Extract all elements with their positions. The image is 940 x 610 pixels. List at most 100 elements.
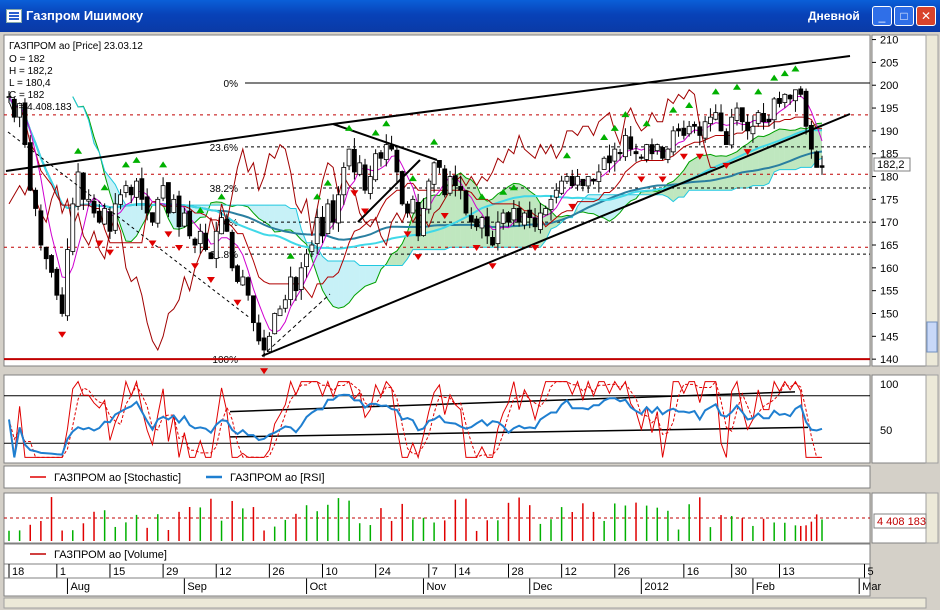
ichimoku-cloud-segment [317,247,323,291]
price-axis-label: 150 [880,308,898,320]
candle-body [266,335,272,353]
candle-body [128,186,134,196]
candle-body [607,155,612,164]
candle-body [49,255,54,273]
chart-app-icon [6,9,22,23]
fractal-down-arrow [658,176,667,183]
fractal-up-arrow [509,184,518,191]
candle-body [569,175,575,187]
price-scroll-thumb[interactable] [926,321,938,353]
fractal-down-arrow [403,231,412,238]
fractal-down-arrow [105,249,114,256]
candle-body [367,176,373,194]
ichimoku-cloud-segment [609,194,615,222]
ichimoku-cloud-segment [264,205,270,226]
candle-body [389,144,394,150]
ohlc-high: H = 182,2 [9,66,53,77]
candle-body [665,148,671,160]
candle-body [330,200,336,223]
candle-body [134,180,139,198]
candle-body [107,211,113,232]
fractal-up-arrow [754,88,763,95]
fractal-down-arrow [488,263,497,270]
price-axis-label: 195 [880,103,898,115]
ichimoku-cloud-segment [131,205,137,242]
ichimoku-cloud-segment [253,205,259,219]
candle-body [415,201,421,237]
candle-body [771,98,777,121]
ichimoku-cloud-segment [710,154,716,191]
fractal-down-arrow [95,240,104,247]
fractal-up-arrow [408,175,417,182]
candle-body [681,127,687,136]
ichimoku-cloud-segment [333,260,339,309]
ichimoku-cloud-segment [125,205,132,242]
candle-body [452,175,458,187]
candle-body [649,144,655,155]
minimize-button[interactable]: _ [872,6,892,26]
candle-body [787,94,793,100]
horizontal-scrollbar[interactable] [3,597,927,609]
price-axis-label: 190 [880,126,898,138]
close-button[interactable]: ✕ [916,6,936,26]
fractal-down-arrow [531,245,540,252]
candle-body [522,212,527,226]
candle-body [59,294,65,314]
ichimoku-cloud-segment [503,186,509,248]
candle-body [213,230,219,259]
stochastic-legend-label: ГАЗПРОМ ао [Stochastic] [54,472,181,484]
candle-body [495,221,501,244]
candle-body [601,157,607,170]
ichimoku-cloud-segment [290,208,296,235]
ichimoku-cloud-segment [455,172,461,248]
volume-scrollbar[interactable] [925,492,939,544]
candle-body [314,217,320,245]
candle-body [750,125,756,135]
candle-body [437,160,442,168]
candle-body [782,93,788,103]
candle-body [144,196,150,214]
fractal-down-arrow [233,299,242,306]
fractal-down-arrow [568,203,577,210]
price-axis-label: 145 [880,331,898,343]
candle-body [537,212,543,230]
candle-body [431,162,437,185]
ichimoku-cloud-segment [535,195,541,248]
candle-body [548,198,554,210]
candle-body [532,217,538,228]
price-axis-label: 175 [880,194,898,206]
trend-line [261,113,851,357]
maximize-button[interactable]: □ [894,6,914,26]
fib-level-label: 100% [212,355,238,366]
candle-body [181,212,187,227]
fractal-up-arrow [621,111,630,118]
candle-body [70,203,76,252]
candle-body [245,277,251,296]
candle-body [628,136,634,150]
candle-body [176,195,182,228]
candle-body [803,90,809,127]
price-axis-label: 210 [880,35,898,47]
price-axis-label: 165 [880,240,898,252]
oscillator-scrollbar[interactable] [925,374,939,464]
price-scrollbar[interactable] [925,34,939,367]
period-label[interactable]: Дневной [808,9,860,23]
candle-body [277,308,283,317]
candle-body [793,89,798,102]
candle-body [426,180,432,210]
candle-body [240,276,246,286]
fractal-down-arrow [722,162,731,169]
candle-body [500,212,506,224]
ichimoku-cloud-segment [322,256,328,300]
candle-body [139,178,145,200]
candle-body [580,178,586,187]
candle-body [468,215,474,223]
ichimoku-cloud-segment [269,205,275,233]
ichimoku-cloud-segment [524,186,530,248]
fractal-down-arrow [206,276,215,283]
ichimoku-cloud-segment [641,191,647,195]
trend-line [261,293,331,357]
fractal-up-arrow [74,147,83,154]
candle-body [309,244,315,252]
date-axis-day-label: 18 [12,566,24,578]
